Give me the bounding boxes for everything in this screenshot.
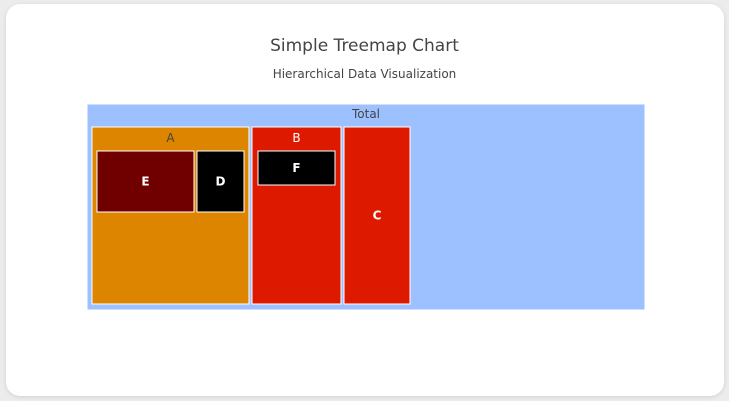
treemap-node-f[interactable]: F [257, 150, 336, 186]
treemap-label-total: Total [351, 107, 380, 121]
treemap-label-a: A [166, 131, 175, 145]
treemap-rect-e[interactable] [96, 150, 195, 213]
treemap-rect-d[interactable] [196, 150, 245, 213]
treemap-rect-c[interactable] [343, 126, 411, 305]
treemap-label-c: C [373, 209, 382, 223]
treemap-label-d: D [216, 175, 226, 189]
treemap-label-b: B [292, 131, 300, 145]
treemap-node-d[interactable]: D [196, 150, 245, 213]
treemap-label-e: E [141, 175, 149, 189]
chart-subtitle: Hierarchical Data Visualization [272, 67, 457, 81]
chart-title: Simple Treemap Chart [270, 36, 459, 56]
treemap-node-c[interactable]: C [343, 126, 411, 305]
treemap-label-f: F [292, 161, 300, 175]
treemap-rect-f[interactable] [257, 150, 336, 186]
treemap-node-e[interactable]: E [96, 150, 195, 213]
